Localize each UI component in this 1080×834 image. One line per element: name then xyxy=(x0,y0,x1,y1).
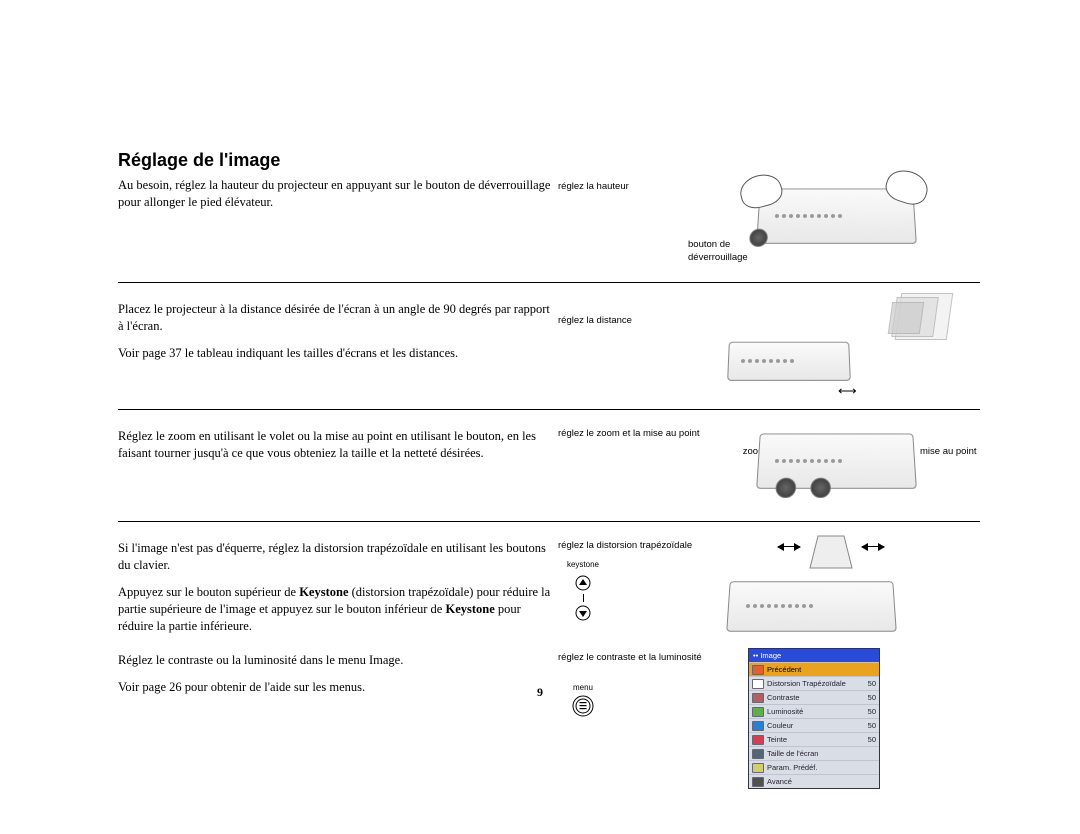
caption-label: réglez la distance xyxy=(558,315,758,327)
osd-row: Taille de l'écran xyxy=(749,746,879,760)
section-zoom: Réglez le zoom en utilisant le volet ou … xyxy=(118,428,980,521)
osd-row-icon xyxy=(752,707,764,717)
body-text: Réglez le zoom en utilisant le volet ou … xyxy=(118,428,558,462)
section-distance-text: Placez le projecteur à la distance désir… xyxy=(118,301,558,391)
keystone-down-icon xyxy=(575,605,591,621)
caption-col: réglez la hauteur bouton de déverrouilla… xyxy=(558,177,758,264)
keystone-up-icon xyxy=(575,575,591,591)
osd-row: Précédent xyxy=(749,662,879,676)
arrow-icon: ⟷ xyxy=(838,383,857,399)
divider xyxy=(118,409,980,410)
caption-label: bouton de déverrouillage xyxy=(688,239,758,264)
osd-row: Param. Prédéf. xyxy=(749,760,879,774)
body-text: Placez le projecteur à la distance désir… xyxy=(118,301,558,335)
osd-row-label: Param. Prédéf. xyxy=(767,763,817,773)
section-distance: Placez le projecteur à la distance désir… xyxy=(118,301,980,409)
osd-menu: •• Image PrécédentDistorsion Trapézoïdal… xyxy=(748,648,880,789)
osd-row-icon xyxy=(752,749,764,759)
page-number: 9 xyxy=(0,685,1080,700)
osd-row-label: Couleur xyxy=(767,721,793,731)
osd-row-label: Précédent xyxy=(767,665,801,675)
trapezoid-icon xyxy=(806,532,856,572)
page-title: Réglage de l'image xyxy=(118,150,980,171)
figure-zoom: mise au point xyxy=(758,428,980,503)
section-zoom-text: Réglez le zoom en utilisant le volet ou … xyxy=(118,428,558,503)
section-keystone-text: Si l'image n'est pas d'équerre, réglez l… xyxy=(118,540,558,644)
osd-row: Avancé xyxy=(749,774,879,788)
osd-row: Teinte 50 xyxy=(749,732,879,746)
osd-row: Couleur 50 xyxy=(749,718,879,732)
osd-row-icon xyxy=(752,777,764,787)
osd-row-label: Avancé xyxy=(767,777,792,787)
keystone-icon xyxy=(558,575,608,621)
osd-row-icon xyxy=(752,721,764,731)
divider xyxy=(118,282,980,283)
body-text: Réglez le contraste ou la luminosité dan… xyxy=(118,652,558,669)
figure-keystone xyxy=(758,540,980,640)
osd-row-icon xyxy=(752,735,764,745)
body-text: Voir page 37 le tableau indiquant les ta… xyxy=(118,345,558,362)
osd-row-label: Luminosité xyxy=(767,707,803,717)
osd-header: •• Image xyxy=(749,649,879,662)
caption-label: réglez la distorsion trapézoïdale xyxy=(558,540,758,552)
arrow-icon xyxy=(778,546,800,547)
keystone-label: keystone xyxy=(558,560,608,570)
body-text: Si l'image n'est pas d'équerre, réglez l… xyxy=(118,540,558,574)
osd-row: Luminosité 50 xyxy=(749,704,879,718)
focus-label: mise au point xyxy=(920,446,977,457)
body-text: Appuyez sur le bouton supérieur de Keyst… xyxy=(118,584,558,635)
osd-row-label: Taille de l'écran xyxy=(767,749,818,759)
osd-row-value: 50 xyxy=(868,721,876,731)
osd-row-value: 50 xyxy=(868,735,876,745)
osd-row-label: Teinte xyxy=(767,735,787,745)
body-text: Au besoin, réglez la hauteur du projecte… xyxy=(118,177,558,211)
figure-distance: ⟷ xyxy=(758,301,980,391)
page: Réglage de l'image Au besoin, réglez la … xyxy=(0,0,1080,834)
caption-label: réglez le zoom et la mise au point xyxy=(558,428,758,440)
section-height-text: Au besoin, réglez la hauteur du projecte… xyxy=(118,177,558,264)
figure-height xyxy=(758,177,980,257)
caption-label: réglez la hauteur xyxy=(558,181,758,193)
section-keystone: Si l'image n'est pas d'équerre, réglez l… xyxy=(118,540,980,652)
section-height: Au besoin, réglez la hauteur du projecte… xyxy=(118,177,980,282)
arrow-icon xyxy=(862,546,884,547)
osd-row-value: 50 xyxy=(868,707,876,717)
osd-row-icon xyxy=(752,665,764,675)
divider xyxy=(118,521,980,522)
caption-label: réglez le contraste et la luminosité xyxy=(558,652,758,664)
osd-row-icon xyxy=(752,763,764,773)
caption-col: réglez le zoom et la mise au point zoom xyxy=(558,428,758,503)
